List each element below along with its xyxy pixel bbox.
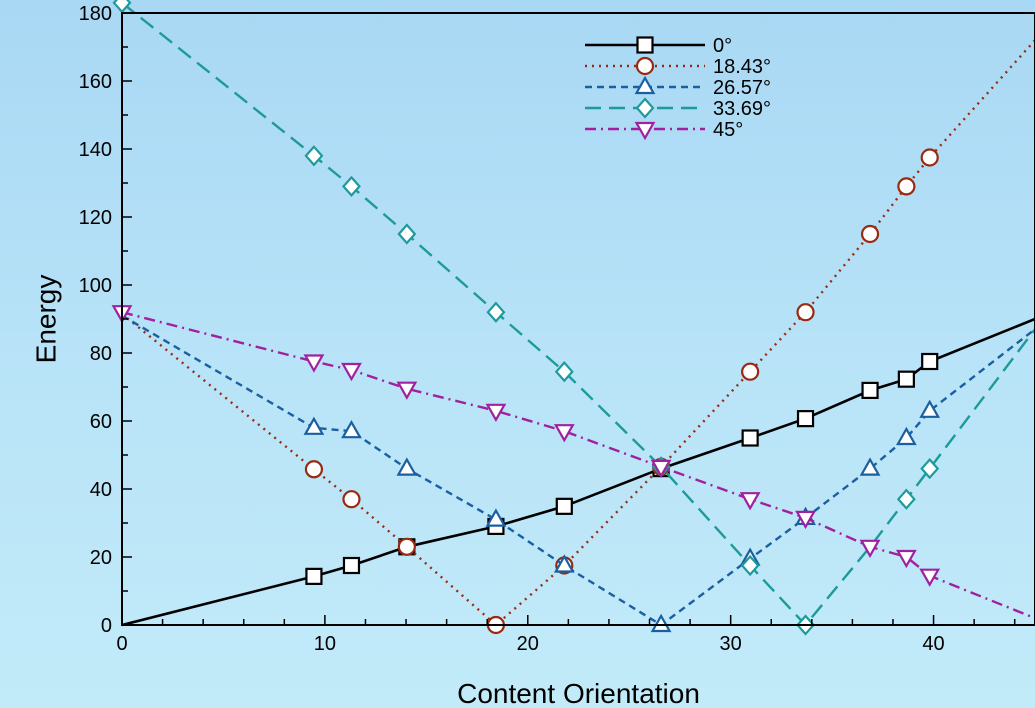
legend-label: 45° bbox=[713, 119, 743, 141]
x-tick-label: 40 bbox=[922, 633, 944, 655]
legend-marker bbox=[636, 36, 654, 54]
data-point-triangle-up bbox=[895, 426, 917, 446]
series-layer bbox=[111, 0, 1035, 636]
legend: 0°18.43°26.57°33.69°45° bbox=[585, 35, 771, 141]
data-point-circle bbox=[897, 177, 916, 196]
data-point-diamond bbox=[896, 488, 916, 510]
data-point-triangle-down bbox=[895, 549, 917, 569]
series-2 bbox=[121, 39, 1035, 635]
x-tick-label: 30 bbox=[720, 633, 742, 655]
data-point-triangle-down bbox=[396, 381, 418, 400]
data-point-triangle-down bbox=[919, 568, 941, 587]
data-point-triangle-up bbox=[859, 457, 881, 476]
legend-label: 33.69° bbox=[713, 98, 771, 120]
data-point-diamond bbox=[112, 0, 132, 14]
y-tick-label: 180 bbox=[79, 3, 112, 25]
legend-item: 0° bbox=[585, 35, 732, 57]
x-axis-title: Content Orientation bbox=[457, 678, 700, 708]
data-point-triangle-down bbox=[859, 539, 881, 559]
legend-label: 0° bbox=[713, 35, 732, 57]
data-point-diamond bbox=[486, 301, 506, 323]
data-point-diamond bbox=[397, 223, 417, 245]
legend-marker bbox=[635, 56, 655, 76]
data-point-square bbox=[305, 567, 323, 585]
legend-marker bbox=[634, 75, 656, 95]
series-line bbox=[121, 317, 1035, 627]
x-tick-label: 0 bbox=[116, 633, 127, 655]
data-point-triangle-down bbox=[739, 492, 761, 511]
y-tick-label: 100 bbox=[79, 275, 112, 297]
data-point-triangle-up bbox=[303, 416, 325, 435]
data-point-circle bbox=[860, 224, 880, 244]
data-point-square bbox=[897, 370, 915, 388]
data-point-circle bbox=[920, 148, 939, 167]
y-tick-label: 60 bbox=[90, 411, 112, 433]
data-point-triangle-down bbox=[795, 510, 816, 530]
series-3 bbox=[121, 314, 1035, 633]
data-point-square bbox=[342, 556, 361, 575]
data-point-triangle-up bbox=[341, 419, 362, 439]
legend-item: 26.57° bbox=[585, 75, 771, 99]
axis-ticks: 0 10 20 30 40 0 20 40 60 80 100 120 140 160 180 bbox=[79, 3, 1016, 655]
legend-marker bbox=[634, 121, 656, 141]
legend-marker bbox=[635, 97, 655, 119]
plot-frame bbox=[121, 12, 1035, 626]
series-line bbox=[121, 314, 1035, 627]
y-tick-label: 40 bbox=[90, 479, 112, 501]
data-point-triangle-up bbox=[485, 508, 507, 527]
data-point-square bbox=[741, 429, 759, 447]
series-1 bbox=[121, 317, 1035, 627]
data-point-triangle-up bbox=[919, 399, 941, 418]
data-point-square bbox=[796, 410, 815, 428]
data-point-triangle-down bbox=[303, 354, 325, 373]
y-tick-label: 160 bbox=[79, 71, 112, 93]
y-tick-label: 20 bbox=[90, 547, 112, 569]
data-point-circle bbox=[397, 537, 416, 556]
data-point-triangle-up bbox=[553, 554, 575, 573]
data-point-triangle-down bbox=[341, 362, 362, 382]
legend-item: 18.43° bbox=[585, 56, 771, 78]
y-axis-title: Energy bbox=[30, 275, 61, 364]
series-line bbox=[121, 311, 1035, 620]
legend-label: 26.57° bbox=[713, 77, 771, 99]
data-point-triangle-down bbox=[485, 403, 507, 423]
data-point-diamond bbox=[341, 175, 361, 198]
data-point-square bbox=[861, 381, 879, 399]
data-point-square bbox=[921, 352, 939, 371]
data-point-diamond bbox=[554, 361, 574, 383]
data-point-diamond bbox=[304, 145, 324, 167]
data-point-circle bbox=[304, 460, 324, 479]
data-point-circle bbox=[342, 490, 361, 509]
y-tick-label: 120 bbox=[79, 207, 112, 229]
y-tick-label: 80 bbox=[90, 343, 112, 365]
data-point-triangle-down bbox=[650, 459, 672, 479]
data-point-triangle-up bbox=[650, 613, 672, 633]
data-point-circle bbox=[741, 362, 760, 381]
x-tick-label: 10 bbox=[314, 633, 336, 655]
series-4 bbox=[112, 0, 1035, 636]
series-line bbox=[121, 39, 1035, 627]
x-tick-label: 20 bbox=[517, 633, 539, 655]
data-point-diamond bbox=[920, 457, 940, 480]
data-point-circle bbox=[796, 303, 815, 322]
data-point-diamond bbox=[740, 554, 760, 577]
legend-label: 18.43° bbox=[713, 56, 771, 78]
data-point-triangle-down bbox=[553, 424, 575, 443]
series-5 bbox=[111, 305, 1035, 620]
legend-item: 33.69° bbox=[585, 97, 771, 120]
y-tick-label: 140 bbox=[79, 139, 112, 161]
data-point-triangle-up bbox=[396, 457, 418, 476]
data-point-square bbox=[555, 497, 573, 515]
series-line bbox=[121, 1, 1035, 627]
legend-item: 45° bbox=[585, 119, 743, 141]
y-tick-label: 0 bbox=[101, 615, 112, 637]
